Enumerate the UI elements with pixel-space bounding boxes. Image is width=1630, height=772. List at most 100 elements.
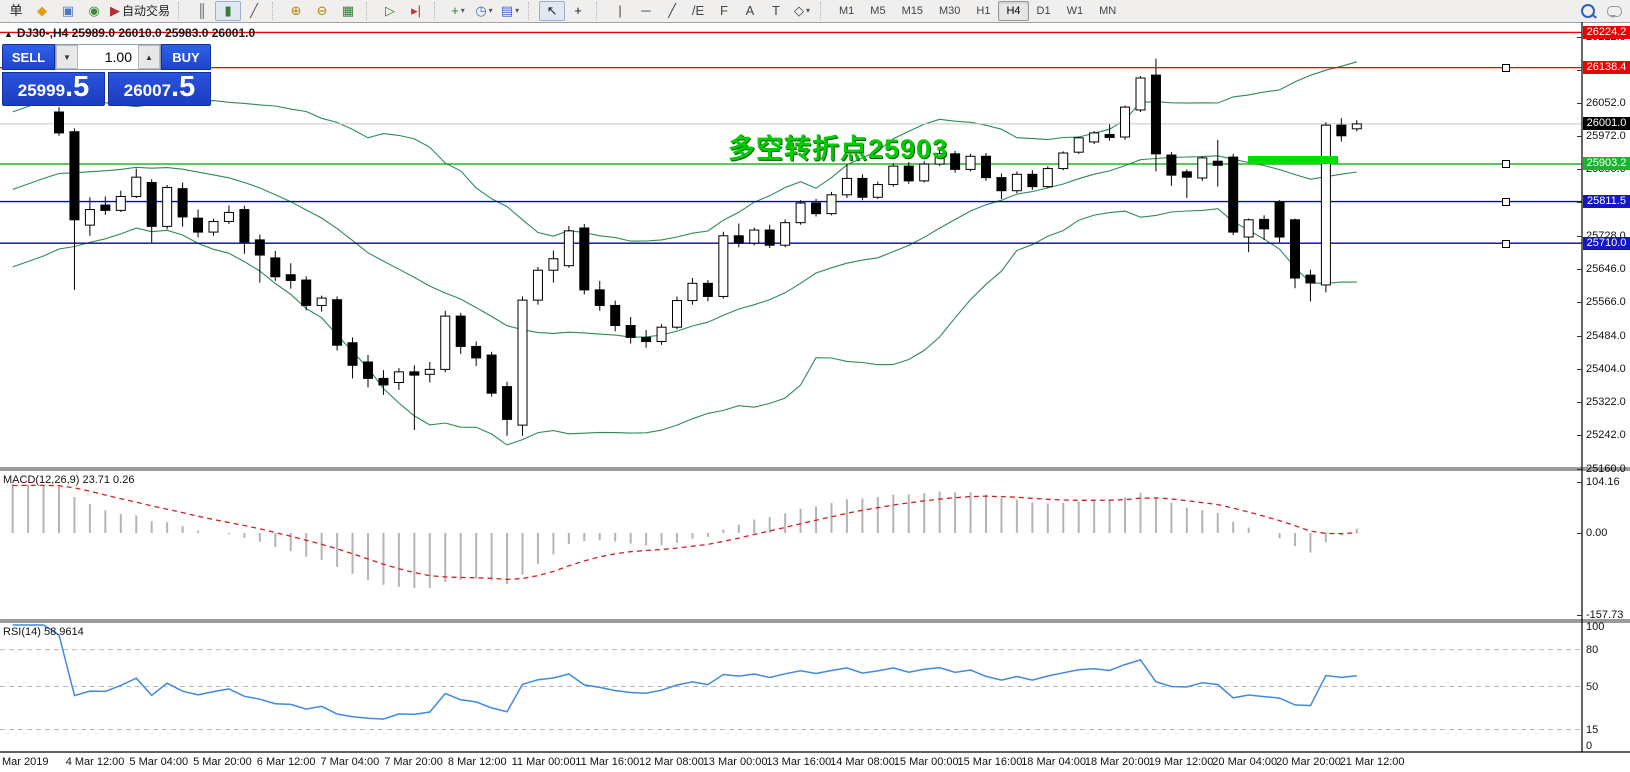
- toolbar-separator: [434, 2, 440, 20]
- price-tick-dash: [1577, 402, 1582, 404]
- timeframe-w1[interactable]: W1: [1066, 5, 1084, 17]
- candle-bullish: [563, 230, 574, 267]
- price-tick-label: 25646.0: [1586, 263, 1626, 276]
- timeframe-m1[interactable]: M1: [839, 5, 855, 17]
- candle-bullish: [316, 297, 327, 306]
- chart-title: ▲ DJ30-,H4 25989.0 26010.0 25983.0 26001.…: [4, 26, 255, 40]
- candle-bearish: [610, 304, 621, 327]
- template-icon-dropdown[interactable]: ▾: [515, 6, 520, 15]
- price-badge-25710: 25710.0: [1583, 236, 1630, 250]
- line-handle[interactable]: [1502, 160, 1510, 169]
- time-label: Mar 2019: [2, 756, 49, 768]
- price-badge-25903.2: 25903.2: [1583, 157, 1630, 171]
- add-indicator-icon-dropdown[interactable]: ▾: [460, 6, 465, 15]
- volume-increase-button[interactable]: ▲: [138, 45, 160, 69]
- search-icon[interactable]: [1581, 4, 1595, 18]
- candle-bearish: [332, 299, 343, 346]
- candle-bearish: [409, 371, 420, 376]
- period-icon-dropdown[interactable]: ▾: [488, 6, 493, 15]
- line-handle[interactable]: [1502, 239, 1510, 248]
- candle-bearish: [1027, 173, 1038, 188]
- price-tick-dash: [1577, 269, 1582, 271]
- chart-title-text: DJ30-,H4 25989.0 26010.0 25983.0 26001.0: [16, 26, 256, 40]
- price-badge-26138.4: 26138.4: [1583, 61, 1630, 75]
- volume-input[interactable]: 1.00: [104, 49, 132, 65]
- candle-bearish: [270, 257, 281, 278]
- candle-bearish: [1290, 219, 1300, 279]
- timeframe-m5[interactable]: M5: [870, 5, 886, 17]
- time-label: 5 Mar 20:00: [193, 756, 252, 768]
- candle-bearish: [702, 282, 713, 297]
- candle-bearish: [193, 217, 204, 233]
- candle-bearish: [996, 177, 1007, 192]
- sell-button[interactable]: SELL: [2, 44, 55, 70]
- price-tick-dash: [1577, 37, 1582, 39]
- buy-price-pip: .5: [171, 71, 196, 103]
- macd-axis-label: 0.00: [1586, 527, 1608, 539]
- time-label: 14 Mar 08:00: [830, 756, 895, 768]
- candle-bearish: [764, 229, 775, 246]
- price-tick-label: 25242.0: [1586, 428, 1626, 441]
- chat-icon[interactable]: [1607, 5, 1622, 18]
- timeframe-h4[interactable]: H4: [998, 1, 1029, 21]
- sell-price-box[interactable]: 25999.5: [2, 72, 105, 106]
- candle-bullish: [780, 222, 791, 246]
- timeframe-d1[interactable]: D1: [1036, 5, 1051, 17]
- timeframe-m30[interactable]: M30: [938, 5, 961, 17]
- timeframe-mn[interactable]: MN: [1099, 5, 1117, 17]
- toolbar-separator: [366, 2, 372, 20]
- sell-price-pip: .5: [65, 71, 90, 103]
- bollinger-lower-band: [12, 208, 1357, 446]
- volume-decrease-button[interactable]: ▼: [56, 45, 78, 69]
- time-label: 6 Mar 12:00: [256, 756, 316, 768]
- time-label: 15 Mar 16:00: [957, 756, 1023, 768]
- buy-price-box[interactable]: 26007.5: [108, 72, 211, 106]
- time-label: 20 Mar 04:00: [1212, 756, 1278, 768]
- candle-bearish: [285, 274, 296, 281]
- price-tick-dash: [1577, 468, 1582, 470]
- macd-axis-label: -157.73: [1586, 609, 1624, 621]
- candle-bearish: [981, 155, 991, 179]
- candle-bullish: [1042, 168, 1053, 188]
- time-label: 13 Mar 16:00: [766, 756, 832, 768]
- toolbar-separator: [178, 2, 184, 20]
- candle-bearish: [455, 315, 466, 347]
- time-label: 18 Mar 04:00: [1021, 756, 1087, 768]
- rsi-line: [12, 624, 1357, 720]
- macd-pane: [11, 484, 1358, 589]
- highlight-segment[interactable]: [1248, 156, 1338, 164]
- annotation-text[interactable]: 多空转折点25903: [728, 134, 949, 164]
- line-handle[interactable]: [1502, 198, 1510, 207]
- candle-bearish: [857, 177, 868, 198]
- candle-bearish: [811, 202, 822, 215]
- timeframe-h1[interactable]: H1: [976, 5, 991, 17]
- time-axis[interactable]: Mar 2019 4 Mar 12:00 5 Mar 04:00 5 Mar 20:0…: [0, 753, 1630, 772]
- rsi-label: RSI(14) 58.9614: [3, 626, 84, 638]
- price-tick-label: 26052.0: [1586, 97, 1626, 109]
- timeframe-group: M1 M5 M15 M30 H1 H4 D1 W1 MN: [828, 0, 1127, 22]
- candle-bearish: [471, 345, 482, 359]
- candle-bullish: [672, 300, 682, 328]
- volume-box: ▼ 1.00 ▲: [55, 44, 161, 70]
- buy-button[interactable]: BUY: [161, 44, 211, 70]
- candle-bullish: [1135, 77, 1146, 111]
- candle-bullish: [872, 184, 883, 198]
- candle-bearish: [1305, 274, 1316, 284]
- candle-bullish: [841, 177, 852, 196]
- line-handle[interactable]: [1502, 64, 1510, 73]
- price-tick-dash: [1577, 202, 1582, 204]
- arrows-icon-dropdown[interactable]: ▾: [806, 6, 811, 15]
- candle-bullish: [223, 211, 234, 222]
- candle-bullish: [656, 326, 667, 343]
- price-tick-label: 25160.0: [1586, 462, 1626, 475]
- candle-bullish: [532, 269, 543, 301]
- timeframe-m15[interactable]: M15: [901, 5, 923, 17]
- one-click-trading-panel: SELL ▼ 1.00 ▲ BUY 25999.5 26007.5: [2, 44, 211, 106]
- rsi-axis-label: 100: [1586, 621, 1605, 633]
- collapse-triangle-icon[interactable]: ▲: [4, 29, 13, 39]
- price-tick-label: 25484.0: [1586, 329, 1626, 342]
- time-label: 20 Mar 20:00: [1276, 756, 1341, 768]
- candle-bearish: [347, 342, 358, 366]
- candle-bearish: [625, 325, 636, 338]
